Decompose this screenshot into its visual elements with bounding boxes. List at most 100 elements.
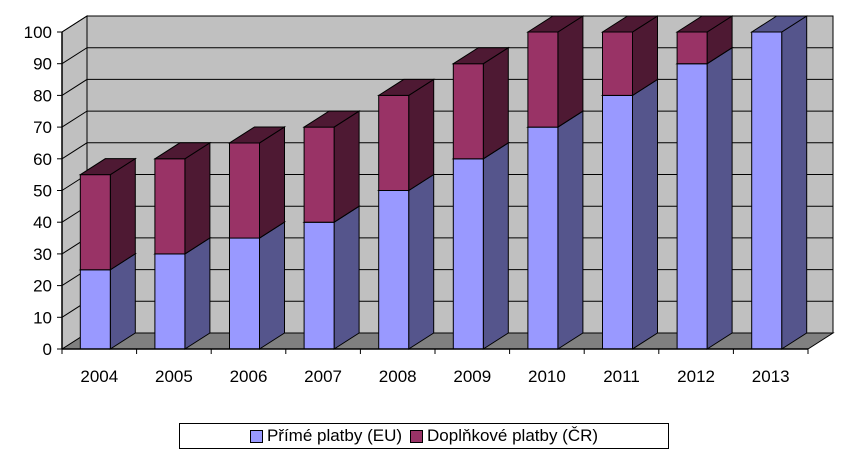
- bar-2012-cr: [675, 15, 734, 65]
- bar-top-face: [376, 78, 436, 96]
- bar-2007-cr: [302, 110, 361, 224]
- bar-side-face: [109, 157, 136, 271]
- bar-front-face: [303, 126, 335, 223]
- bar-side-face: [632, 78, 658, 350]
- bar-front-face: [229, 142, 260, 239]
- y-tick-label-100: 100: [24, 23, 52, 42]
- bar-side-face: [482, 46, 509, 160]
- bar-side-face: [184, 236, 211, 350]
- y-tick-label-40: 40: [33, 213, 52, 232]
- bar-front-face: [378, 190, 410, 350]
- y-tick-label-50: 50: [33, 182, 52, 201]
- legend: Přímé platby (EU) Doplňkové platby (ČR): [179, 423, 669, 449]
- bar-front-face: [602, 94, 633, 350]
- bar-front-face: [154, 253, 186, 350]
- bar-side-face: [333, 205, 360, 350]
- bar-front-face: [79, 269, 111, 350]
- legend-label-cr: Doplňkové platby (ČR): [427, 426, 599, 445]
- gridline-70: [61, 110, 833, 128]
- y-tick-label-70: 70: [33, 118, 52, 137]
- bar-top-face: [451, 47, 511, 65]
- bar-side-face: [259, 126, 285, 239]
- bar-front-face: [378, 94, 410, 191]
- bar-side-face: [557, 15, 584, 129]
- bar-front-face: [676, 63, 708, 350]
- bar-2010-eu: [526, 110, 585, 350]
- bar-side-face: [333, 110, 360, 224]
- bars: [78, 15, 809, 350]
- gridline-80: [61, 78, 833, 96]
- y-axis-tick-labels: 0 10 20 30 40 50 60 70 80 90 100: [24, 23, 52, 359]
- bar-side-face: [408, 173, 435, 350]
- bar-top-face: [526, 15, 585, 33]
- bar-top-face: [153, 142, 212, 160]
- bar-top-face: [675, 15, 734, 33]
- bar-front-face: [79, 174, 111, 271]
- x-tick-label-2013: 2013: [752, 367, 790, 386]
- bar-front-face: [676, 31, 708, 65]
- bar-2013-eu: [749, 15, 809, 350]
- bar-top-face: [78, 158, 138, 176]
- bar-2008-eu: [376, 173, 436, 350]
- y-tick-label-0: 0: [43, 340, 52, 359]
- bar-top-face: [600, 15, 660, 33]
- bar-2009-eu: [451, 141, 511, 350]
- bar-front-face: [303, 221, 335, 350]
- y-tick-label-80: 80: [33, 86, 52, 105]
- bar-2012-eu: [675, 46, 734, 350]
- bar-2004-cr: [78, 157, 138, 271]
- bar-2006-cr: [227, 126, 287, 239]
- bar-top-face: [302, 110, 361, 128]
- bar-2005-cr: [153, 141, 212, 255]
- gridline-90: [61, 47, 833, 65]
- x-tick-label-2004: 2004: [80, 367, 118, 386]
- y-tick-label-90: 90: [33, 55, 52, 74]
- y-tick-label-10: 10: [33, 308, 52, 327]
- bar-top-face: [749, 15, 809, 33]
- bar-side-face: [557, 110, 584, 350]
- x-tick-label-2005: 2005: [155, 367, 193, 386]
- legend-label-eu: Přímé platby (EU): [266, 426, 403, 445]
- bar-side-face: [482, 141, 509, 350]
- bar-front-face: [154, 158, 186, 255]
- bar-2007-eu: [302, 205, 361, 350]
- axes: [57, 31, 809, 354]
- x-tick-label-2007: 2007: [304, 367, 342, 386]
- bar-2006-eu: [227, 221, 287, 350]
- bar-front-face: [527, 126, 559, 350]
- bar-side-face: [184, 141, 211, 255]
- legend-swatch-cr: [410, 429, 424, 443]
- x-tick-label-2012: 2012: [677, 367, 715, 386]
- gridline-60: [61, 142, 833, 160]
- x-axis-tick-labels: 2004 2005 2006 2007 2008 2009 2010 2011 2012 2013: [80, 367, 789, 386]
- legend-item-eu: Přímé platby (EU): [249, 426, 403, 446]
- bar-side-face: [781, 15, 808, 350]
- x-tick-label-2010: 2010: [528, 367, 566, 386]
- bar-2009-cr: [451, 46, 511, 160]
- bar-2011-cr: [600, 15, 660, 97]
- x-tick-label-2008: 2008: [379, 367, 417, 386]
- legend-swatch-eu: [249, 429, 263, 443]
- x-tick-label-2006: 2006: [230, 367, 268, 386]
- bar-side-face: [109, 252, 136, 350]
- bar-front-face: [751, 31, 783, 350]
- x-tick-label-2011: 2011: [603, 367, 640, 386]
- y-tick-label-60: 60: [33, 150, 52, 169]
- bar-top-face: [227, 126, 287, 144]
- bar-2005-eu: [153, 236, 212, 350]
- bar-front-face: [452, 63, 484, 160]
- gridline-100: [61, 15, 833, 33]
- bar-2008-cr: [376, 78, 436, 192]
- y-tick-label-30: 30: [33, 245, 52, 264]
- y-tick-label-20: 20: [33, 277, 52, 296]
- bar-2010-cr: [526, 15, 585, 129]
- bar-side-face: [259, 221, 285, 350]
- bar-2011-eu: [600, 78, 660, 350]
- x-tick-label-2009: 2009: [453, 367, 491, 386]
- bar-front-face: [527, 31, 559, 128]
- bar-side-face: [706, 46, 733, 350]
- bar-front-face: [602, 31, 633, 96]
- bar-front-face: [452, 158, 484, 350]
- bar-side-face: [408, 78, 435, 192]
